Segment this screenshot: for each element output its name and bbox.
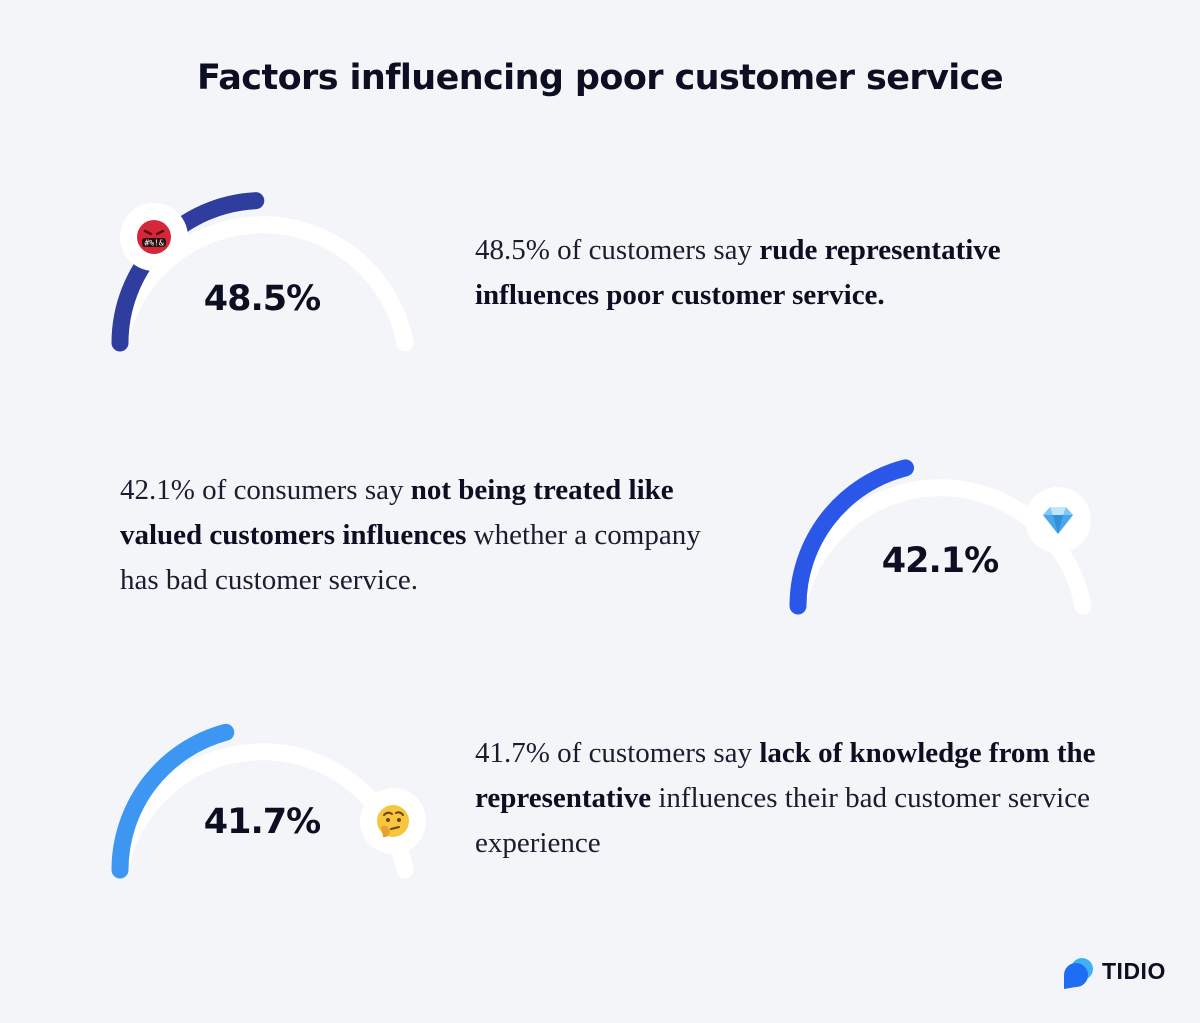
gauge-1-value-label: 48.5% bbox=[204, 279, 320, 319]
description-2-part-0: 42.1% of consumers say bbox=[120, 474, 411, 506]
description-1-part-1: rude representative influences poor cust… bbox=[475, 234, 1001, 311]
gauge-1-track bbox=[111, 216, 414, 352]
description-3-part-2: influences their bad customer service ex… bbox=[475, 782, 1090, 859]
gauge-2-value-label: 42.1% bbox=[882, 541, 998, 581]
gauge-3-arc bbox=[111, 723, 235, 879]
description-1: 48.5% of customers say rude representati… bbox=[475, 228, 1115, 318]
description-2-part-1: not being treated like valued customers … bbox=[120, 474, 674, 551]
face-with-symbols-on-mouth-icon: #%!& bbox=[137, 220, 171, 254]
thinking-face-icon bbox=[377, 805, 409, 838]
chart-title: Factors influencing poor customer servic… bbox=[197, 58, 1004, 98]
tidio-logo-icon bbox=[1064, 958, 1093, 989]
description-2: 42.1% of consumers say not being treated… bbox=[120, 468, 720, 603]
description-2-part-2: whether a company has bad customer servi… bbox=[120, 519, 701, 596]
description-3-part-0: 41.7% of customers say bbox=[475, 737, 760, 769]
description-1-part-0: 48.5% of customers say bbox=[475, 234, 760, 266]
gauge-2: 42.1% bbox=[789, 459, 1092, 615]
description-3: 41.7% of customers say lack of knowledge… bbox=[475, 731, 1115, 866]
gauge-1: #%!& 48.5% bbox=[111, 192, 414, 352]
gauge-2-arc bbox=[789, 459, 914, 615]
description-3-part-1: lack of knowledge from the representativ… bbox=[475, 737, 1096, 814]
svg-text:#%!&: #%!& bbox=[144, 239, 163, 248]
gem-icon bbox=[1043, 507, 1073, 534]
brand-name: TIDIO bbox=[1102, 958, 1166, 984]
gauge-3: 41.7% bbox=[111, 723, 426, 879]
gauge-3-value-label: 41.7% bbox=[204, 802, 320, 842]
